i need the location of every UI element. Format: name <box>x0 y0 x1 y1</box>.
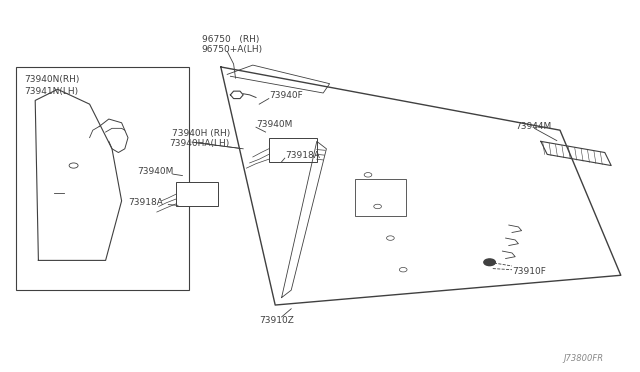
Text: 73940M: 73940M <box>138 167 174 176</box>
Text: 73940F: 73940F <box>269 92 303 100</box>
Text: J73800FR: J73800FR <box>563 354 604 363</box>
Text: 73940N(RH): 73940N(RH) <box>24 76 80 84</box>
Text: 73940HA(LH): 73940HA(LH) <box>170 140 230 148</box>
Text: 73940H (RH): 73940H (RH) <box>172 129 230 138</box>
Circle shape <box>484 259 495 266</box>
Text: 96750+A(LH): 96750+A(LH) <box>202 45 263 54</box>
Bar <box>269 138 317 162</box>
Bar <box>176 182 218 206</box>
Text: 73944M: 73944M <box>515 122 552 131</box>
Text: 73910Z: 73910Z <box>259 316 294 325</box>
Bar <box>16 67 189 290</box>
Text: 73910F: 73910F <box>512 267 546 276</box>
Text: 73941N(LH): 73941N(LH) <box>24 87 79 96</box>
Text: 96750   (RH): 96750 (RH) <box>202 35 259 44</box>
Text: 73918A: 73918A <box>285 151 319 160</box>
Text: 73940M: 73940M <box>256 120 292 129</box>
Text: 73918A: 73918A <box>128 198 163 207</box>
Bar <box>355 179 406 216</box>
